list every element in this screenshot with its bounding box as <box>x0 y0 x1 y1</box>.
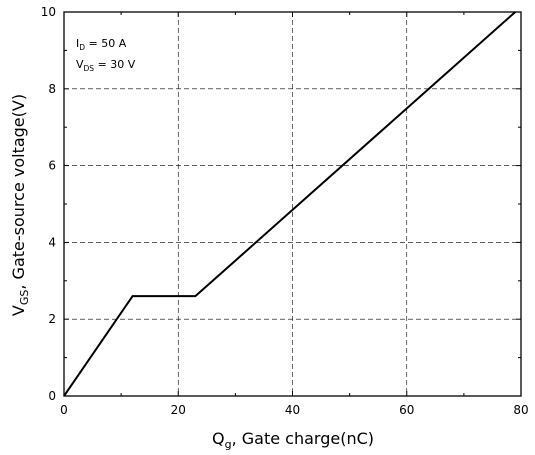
y-tick-labels: 0 2 4 6 8 10 <box>41 5 56 403</box>
x-tick-label: 80 <box>513 403 528 417</box>
x-tick-label: 20 <box>171 403 186 417</box>
x-tick-labels: 0 20 40 60 80 <box>60 403 528 417</box>
x-tick-label: 0 <box>60 403 68 417</box>
x-tick-label: 40 <box>285 403 300 417</box>
y-tick-label: 10 <box>41 5 56 19</box>
y-tick-label: 2 <box>48 312 56 326</box>
annotation-drain-source-voltage: VDS = 30 V <box>76 58 136 73</box>
series-line <box>63 11 516 397</box>
annotation-drain-current: ID = 50 A <box>76 37 127 52</box>
plot-frame <box>63 11 522 397</box>
y-tick-label: 0 <box>48 389 56 403</box>
x-tick-label: 60 <box>399 403 414 417</box>
y-tick-label: 4 <box>48 235 56 249</box>
grid <box>64 12 521 396</box>
y-tick-label: 8 <box>48 82 56 96</box>
y-axis-title: VGS, Gate-source voltage(V) <box>9 94 31 316</box>
x-axis-title: Qg, Gate charge(nC) <box>212 429 374 451</box>
y-tick-label: 6 <box>48 159 56 173</box>
